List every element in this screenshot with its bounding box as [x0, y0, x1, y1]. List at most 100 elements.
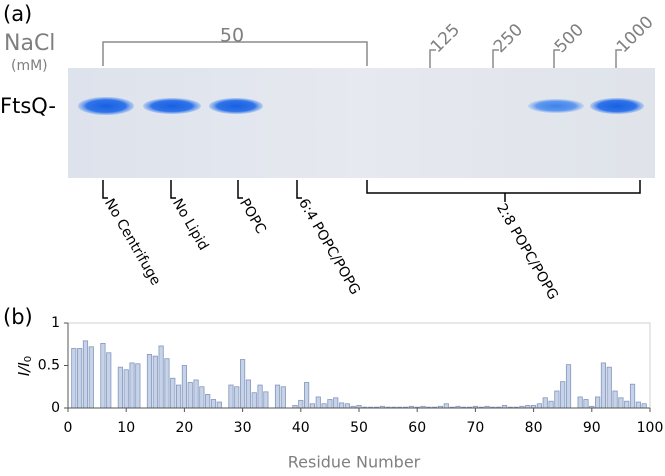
bar — [71, 348, 77, 409]
lane-label: No Lipid — [169, 196, 211, 253]
salt-unit: (mM) — [11, 58, 48, 74]
salt-concentration: 1000 — [613, 12, 658, 57]
bar — [251, 392, 257, 409]
bar — [170, 377, 176, 409]
bar — [274, 384, 281, 409]
bar — [199, 386, 205, 409]
bar — [77, 348, 83, 409]
bar — [205, 393, 211, 409]
bar — [315, 396, 321, 409]
bar — [583, 399, 589, 409]
x-tick-label: 10 — [117, 420, 135, 436]
bar — [298, 399, 304, 409]
lane-label: 6:4 POPC/POPG — [295, 196, 363, 298]
bar — [304, 382, 310, 409]
bar — [88, 346, 94, 409]
y-tick-label: 0 — [51, 400, 60, 416]
bar — [606, 366, 612, 409]
bar — [100, 342, 106, 409]
bar — [618, 397, 624, 409]
y-axis-label-subscript: 0 — [23, 356, 34, 362]
bar — [577, 396, 583, 409]
lane-label: POPC — [236, 196, 269, 237]
bar — [624, 400, 630, 409]
salt-concentration: 250 — [490, 20, 527, 57]
gel-bands — [78, 97, 644, 115]
salt-bracket — [102, 41, 368, 66]
bar — [245, 379, 252, 409]
bar — [164, 358, 170, 409]
bar — [565, 364, 572, 409]
bar — [210, 399, 217, 409]
salt-ticks — [429, 49, 622, 68]
bar — [635, 401, 641, 409]
bar — [257, 384, 263, 409]
bar — [129, 362, 135, 409]
x-tick-label: 70 — [466, 420, 484, 436]
y-axis-label-main: I/I — [15, 362, 33, 376]
salt-concentration: 125 — [427, 20, 464, 57]
bar — [175, 384, 182, 409]
bar — [641, 403, 647, 409]
y-tick-label: 1 — [51, 315, 60, 331]
bar — [548, 400, 554, 409]
panel-b: (b) Residue Number I/I0 00.510 10 20 30 40 50… — [3, 305, 663, 472]
x-tick-label: 80 — [525, 420, 543, 436]
bar — [321, 403, 327, 409]
bar — [333, 397, 339, 409]
lane-label: No Centrifuge — [101, 196, 163, 288]
bar — [216, 401, 222, 409]
x-tick-label: 20 — [175, 420, 193, 436]
bar — [117, 366, 123, 409]
salt-concentration: 500 — [551, 20, 588, 57]
bar — [135, 363, 141, 409]
bar — [146, 354, 153, 409]
bar — [106, 352, 112, 409]
bar — [595, 396, 601, 409]
x-tick-label: 100 — [637, 420, 664, 436]
bar — [309, 403, 316, 409]
bar — [560, 381, 566, 409]
y-axis-label: I/I0 — [15, 356, 35, 376]
bar — [612, 390, 618, 409]
bar — [338, 402, 345, 409]
bar — [234, 386, 240, 409]
gel — [68, 68, 655, 178]
bar — [344, 403, 350, 409]
bar — [193, 379, 199, 409]
bar — [327, 399, 333, 409]
lane-label: 2:8 POPC/POPG — [493, 201, 561, 303]
x-tick-label: 60 — [408, 420, 426, 436]
bar — [158, 345, 164, 409]
bar — [152, 355, 158, 409]
bar — [240, 359, 246, 409]
bar — [536, 403, 543, 409]
bar — [629, 383, 636, 409]
bar — [600, 362, 607, 409]
salt-label: NaCl — [4, 31, 55, 56]
x-tick-label: 50 — [350, 420, 368, 436]
panel-label: (a) — [3, 2, 32, 26]
band-label: FtsQ- — [0, 94, 56, 118]
panel-label: (b) — [3, 305, 33, 329]
bar — [228, 384, 234, 409]
bar — [280, 386, 286, 409]
bar — [181, 365, 187, 409]
bar — [123, 369, 129, 409]
bar — [263, 391, 269, 409]
bar — [443, 403, 449, 409]
panel-a: (a) NaCl (mM) 50 125 250 500 1000 FtsQ- … — [0, 2, 658, 303]
x-tick-label: 0 — [64, 420, 73, 436]
bar — [542, 397, 548, 409]
salt-concentration: 50 — [220, 25, 244, 47]
bar — [82, 340, 89, 409]
x-axis-label: Residue Number — [288, 453, 421, 472]
bar — [554, 390, 560, 409]
y-tick-label: 0.5 — [38, 358, 60, 374]
x-tick-label: 30 — [234, 420, 252, 436]
lane-ticks — [102, 180, 641, 202]
x-tick-label: 90 — [583, 420, 601, 436]
bar — [187, 382, 193, 409]
x-tick-label: 40 — [292, 420, 310, 436]
